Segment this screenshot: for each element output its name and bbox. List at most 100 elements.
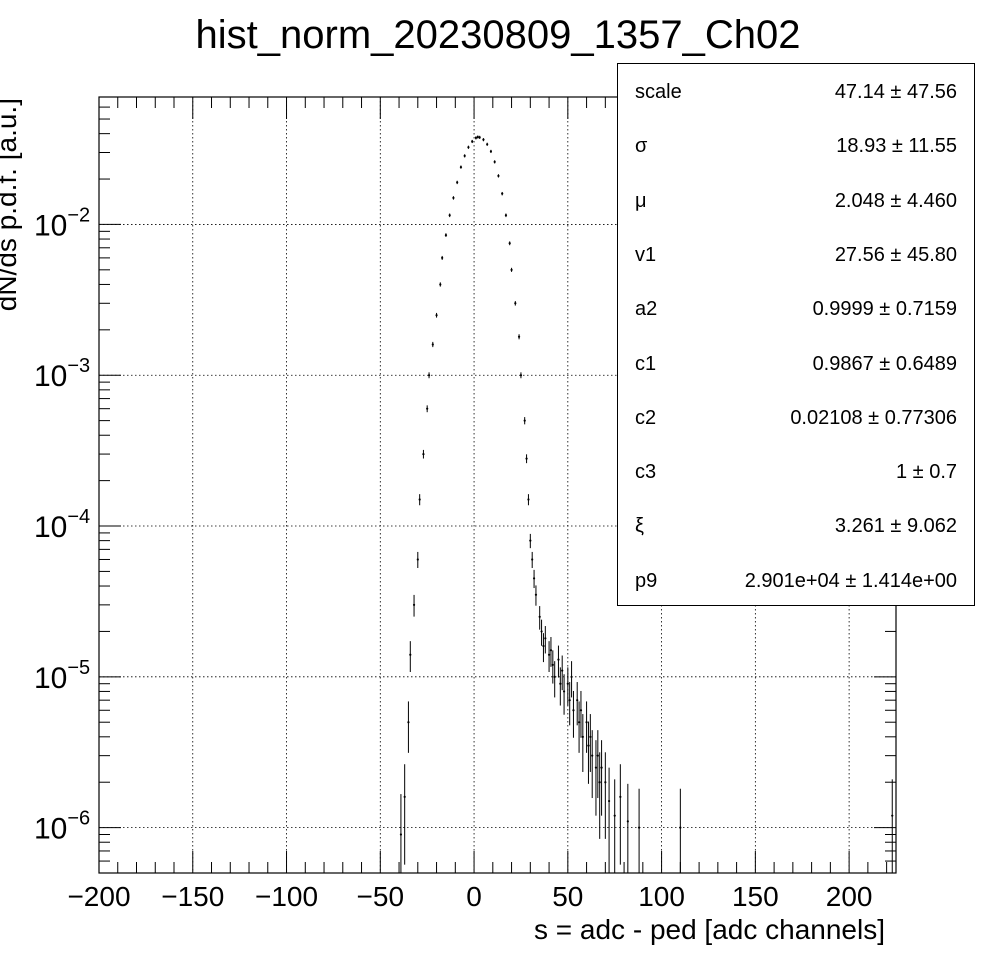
stats-param-name: c1 [635,352,657,375]
data-point [525,457,528,460]
data-point [561,669,564,672]
data-point [444,233,448,237]
y-tick-label: 10−3 [34,355,90,393]
data-point [439,283,442,286]
data-point [542,644,545,648]
data-point [604,781,607,784]
data-point [538,615,541,618]
data-point [501,192,504,195]
stats-param-name: μ [635,189,647,212]
y-tick-label: 10−2 [34,204,90,242]
stats-row: σ 18.93 ± 11.55 [618,131,974,161]
data-point [562,690,566,693]
data-point [547,653,551,656]
data-point [529,539,532,542]
data-point [435,314,438,317]
stats-param-name: p9 [635,569,658,592]
stats-param-name: v1 [635,243,657,266]
data-point [504,214,508,217]
data-point [891,814,894,817]
data-point [399,833,403,836]
data-point [679,826,682,829]
data-point [637,826,641,829]
data-point [581,735,584,738]
data-point [409,653,412,656]
stats-param-value: 18.93 ± 11.55 [836,135,957,158]
y-axis-label: dN/ds p.d.f. [a.u.] [0,98,22,311]
stats-param-value: 27.56 ± 45.80 [834,243,957,266]
axis-ticks [98,96,896,874]
data-point [431,343,434,346]
data-point [594,766,598,769]
data-point [426,407,429,410]
data-point [452,196,455,199]
data-point [559,682,562,685]
stats-param-name: ξ [635,515,644,538]
data-point [422,452,425,456]
data-point [416,558,419,561]
stats-param-value: 47.14 ± 47.56 [834,81,957,103]
chart-title: hist_norm_20230809_1357_Ch02 [196,13,801,57]
stats-row: c1 0.9867 ± 0.6489 [618,349,974,379]
y-tick-label: 10−5 [34,657,90,695]
data-point [489,150,493,153]
stats-param-value: 0.9867 ± 0.6489 [812,352,957,375]
data-point [474,136,478,139]
data-point [418,498,421,501]
data-point [568,699,571,702]
stats-param-name: σ [635,135,648,158]
data-point [540,630,543,633]
data-point [519,374,523,377]
stats-row: a2 0.9999 ± 0.7159 [618,294,974,324]
data-point [549,649,553,652]
stats-param-value: 1 ± 0.7 [895,461,957,484]
data-point [587,744,590,747]
data-point [459,166,463,169]
data-point [600,766,603,769]
x-tick-label: 200 [826,881,873,912]
data-point [570,675,573,678]
x-tick-labels: −200 −150 −100 −50 0 50 100 150 200 [67,881,872,912]
stats-row: v1 27.56 ± 45.80 [618,240,974,270]
data-point [527,498,530,501]
data-point [514,302,517,305]
data-point [412,603,416,606]
stats-param-value: 3.261 ± 9.062 [834,515,957,538]
stats-param-name: c2 [635,406,657,429]
data-point [532,577,536,580]
data-point [456,181,459,184]
data-point [619,795,622,798]
data-point [471,140,474,143]
stats-param-value: 2.901e+04 ± 1.414e+00 [744,569,957,592]
data-point [607,799,611,803]
data-point [531,558,534,561]
data-point [579,709,583,712]
stats-param-value: 2.048 ± 4.460 [834,189,957,212]
stats-row: p9 2.901e+04 ± 1.414e+00 [618,566,974,596]
data-point [585,721,588,724]
stats-param-value: 0.02108 ± 0.77306 [790,406,957,429]
x-tick-label: −50 [357,881,405,912]
data-points [399,135,894,873]
data-point [427,374,431,377]
data-point [626,820,629,823]
y-tick-labels: 10−6 10−5 10−4 10−3 10−2 [34,204,90,845]
data-point [566,682,569,685]
data-point [448,214,451,217]
data-point [508,242,511,245]
data-point [478,136,481,139]
data-point [517,335,521,338]
x-tick-label: 50 [552,881,583,912]
data-point [598,781,601,784]
y-tick-label: 10−6 [34,808,90,846]
data-point [534,593,538,596]
data-point [523,419,526,422]
data-point [557,658,560,661]
y-tick-label: 10−4 [34,506,90,544]
x-tick-label: 0 [466,881,482,912]
data-point [553,675,556,678]
data-point [497,174,500,177]
data-point [493,160,496,163]
data-point [486,143,489,146]
